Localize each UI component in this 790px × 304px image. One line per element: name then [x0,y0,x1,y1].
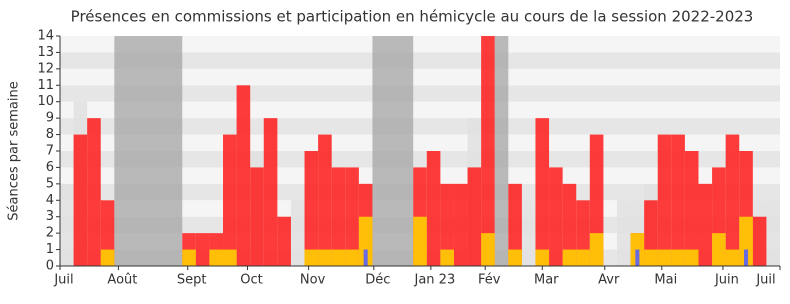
bar [223,134,237,266]
bar [87,118,101,267]
vacation-band [114,36,183,266]
bar [576,249,590,266]
bar [250,167,264,266]
y-tick-label: 14 [37,29,54,44]
grid-band [60,52,780,69]
bar [426,151,441,266]
x-tick-label: Juil [53,273,73,288]
y-tick-label: 5 [46,176,54,191]
y-tick-label: 3 [46,209,54,224]
bar [236,85,251,267]
x-tick-label: Juin [714,273,739,288]
y-tick-label: 6 [46,160,54,175]
bar [60,183,74,266]
bar [358,216,373,266]
y-tick-label: 11 [37,78,54,93]
bar [453,183,468,266]
bar [725,249,740,266]
x-tick-label: Juil [755,273,775,288]
bar [635,249,640,266]
y-tick-label: 9 [46,111,54,126]
bar [209,249,224,266]
bar [481,36,495,266]
bar [766,200,780,266]
bar [413,216,427,266]
y-tick-label: 13 [37,45,54,60]
x-tick-label: Oct [240,273,262,288]
bar [549,167,563,266]
bar [440,183,454,266]
y-tick-label: 8 [46,127,54,142]
bar [331,167,346,266]
bar [481,233,495,266]
bar [562,249,577,266]
x-tick-label: Août [107,273,137,288]
bar [535,249,550,266]
bar [508,183,522,266]
bar [684,249,699,266]
vacation-band [372,36,414,266]
bar [562,183,577,266]
bar [657,134,672,266]
bar [644,249,658,266]
x-tick-label: Mar [534,273,559,288]
bar [725,134,740,266]
y-tick-label: 2 [46,226,54,241]
chart-title: Présences en commissions et participatio… [71,8,754,26]
grid-band [60,36,780,53]
bar [616,200,631,266]
bar [508,249,522,266]
bar [521,200,536,266]
x-tick-label: Fév [478,273,501,288]
y-tick-label: 1 [46,242,54,257]
bar [73,134,88,266]
x-tick-label: Jan 23 [414,273,456,288]
x-tick-label: Sept [177,273,207,288]
bar [712,233,726,266]
y-axis-label: Séances par semaine [7,81,22,220]
x-tick-label: Déc [365,273,390,288]
x-tick-label: Mai [654,273,677,288]
bar [345,249,359,266]
bar [535,118,550,267]
bar [440,249,454,266]
bar [277,216,291,266]
grid-band [60,68,780,86]
x-tick-label: Avr [598,273,620,288]
bar [263,118,278,267]
bar [739,216,753,266]
bar [304,151,319,266]
bar [318,249,332,266]
bar [195,233,210,266]
bar [671,134,685,266]
bar [752,216,767,266]
vacation-band [494,36,509,266]
bar [684,151,699,266]
bar [100,249,115,266]
bar [290,200,305,266]
bar [363,249,368,266]
x-tick-label: Nov [300,273,326,288]
y-tick-label: 4 [46,193,54,208]
bar [744,249,749,266]
y-tick-label: 7 [46,144,54,159]
bar [671,249,685,266]
y-tick-label: 0 [46,259,54,274]
bar [318,134,332,266]
bar [223,249,237,266]
bar [589,233,604,266]
y-tick-label: 12 [37,61,54,76]
bar [182,249,196,266]
bar [467,167,482,266]
bar [698,183,713,266]
bar [657,249,672,266]
bar [331,249,346,266]
bar [345,167,359,266]
y-tick-label: 10 [37,94,54,109]
bar [304,249,319,266]
